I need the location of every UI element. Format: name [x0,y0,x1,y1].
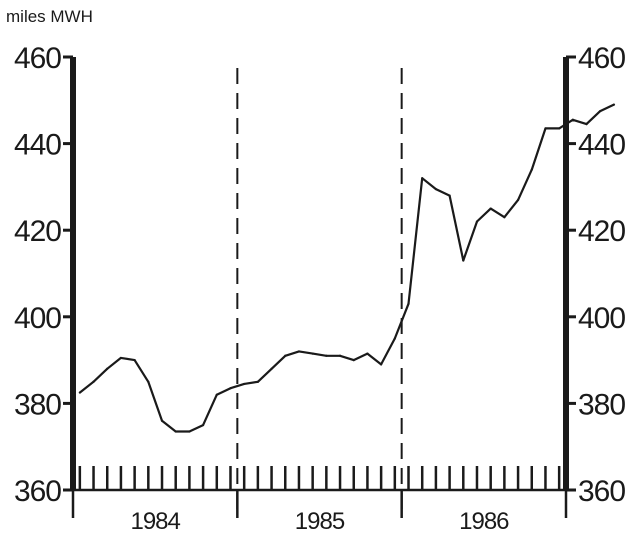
data-point [78,391,81,394]
data-point [188,430,191,433]
year-separators [236,68,403,518]
y-tick-label-left: 400 [14,302,61,335]
data-point [462,259,465,262]
data-point [571,118,574,121]
year-label: 1984 [130,508,180,535]
data-point [489,207,492,210]
data-point [297,350,301,353]
axes [70,57,569,492]
data-point [106,367,109,370]
data-point [612,103,616,106]
data-point [434,187,438,191]
data-point [92,380,95,383]
data-point [147,380,150,383]
data-point [393,337,396,340]
data-point [475,220,479,223]
data-point [366,352,369,355]
data-point [160,419,164,422]
data-point [243,382,246,386]
data-point [119,356,123,360]
data-point [229,387,232,390]
data-point [338,354,342,357]
data-point [256,380,259,383]
y-tick-label-right: 460 [578,42,625,75]
y-tick-label-left: 360 [14,475,61,508]
year-label: 1986 [459,508,509,535]
data-point [558,127,561,130]
data-point [599,110,602,113]
data-point [516,198,520,201]
data-point [311,352,314,355]
data-point [544,127,547,130]
y-tick-label-right: 380 [578,388,625,421]
data-point [530,168,533,171]
year-label: 1985 [295,508,345,535]
y-tick-label-left: 420 [14,215,61,248]
data-point [503,216,506,219]
data-point [174,430,177,433]
y-tick-label-right: 440 [578,129,625,162]
y-tick-label-left: 460 [14,42,61,75]
data-point [325,354,328,357]
y-tick-label-right: 400 [578,302,625,335]
tick-labels: 360 360 380 380 400 400 420 420 440 440 460 460 1984… [14,42,626,535]
data-point [215,393,218,396]
y-tick-label-right: 420 [578,215,625,248]
series-group [78,103,616,433]
series-line [79,103,615,433]
y-tick-label-right: 360 [578,475,625,508]
right-axis [563,57,569,490]
data-point [585,123,588,126]
data-point [407,302,410,305]
data-point [270,367,273,370]
data-point [380,363,383,366]
data-point [284,354,287,357]
y-tick-label-left: 380 [14,388,61,421]
tick-marks [63,55,576,518]
unit-label: miles MWH [6,7,93,26]
data-point [352,359,355,362]
left-axis [70,57,76,490]
data-point [421,177,424,180]
data-point [201,423,205,427]
y-tick-label-left: 440 [14,129,61,162]
data-point [448,194,451,197]
data-point [133,359,136,362]
